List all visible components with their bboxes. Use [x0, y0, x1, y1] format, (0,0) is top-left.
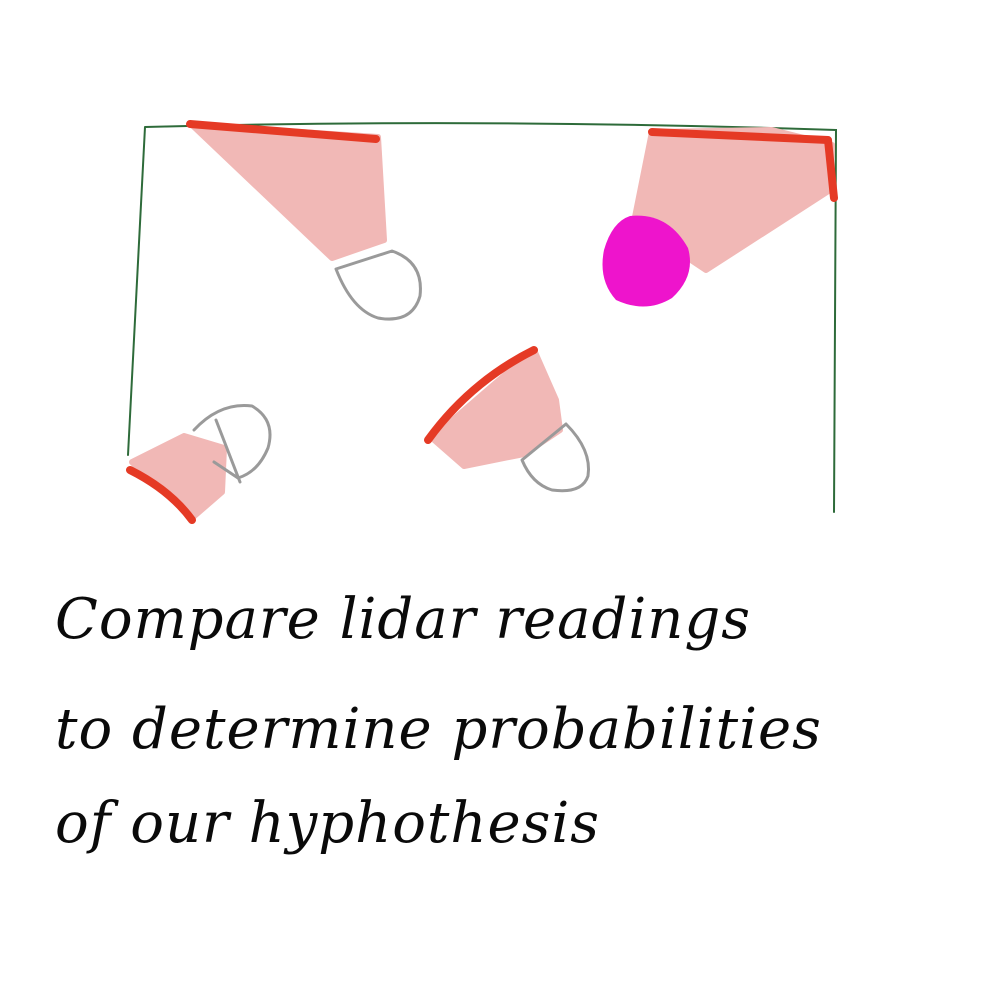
lidar-sweep-edge — [648, 128, 838, 202]
lidar-sensor-top-left — [186, 120, 422, 321]
lidar-sensor-middle — [424, 346, 591, 493]
caption-line-2: to determine probabilities — [55, 697, 822, 762]
caption-line-3: of our hyphothesis — [55, 791, 601, 856]
lidar-sensor-top-right — [602, 127, 838, 307]
robot-blob-icon — [602, 215, 690, 307]
sensor-cap-icon — [334, 249, 422, 321]
lidar-cone — [189, 122, 387, 261]
sensor-cap-icon — [192, 404, 272, 484]
sensor-cap-icon — [520, 422, 591, 493]
lidar-sensor-bottom-left — [126, 404, 272, 524]
room-sketch — [126, 120, 838, 524]
lidar-sweep-edge — [126, 466, 196, 524]
lidar-sweep-edge — [424, 346, 538, 444]
caption-line-1: Compare lidar readings — [55, 587, 751, 652]
lidar-sweep-edge — [186, 120, 380, 143]
